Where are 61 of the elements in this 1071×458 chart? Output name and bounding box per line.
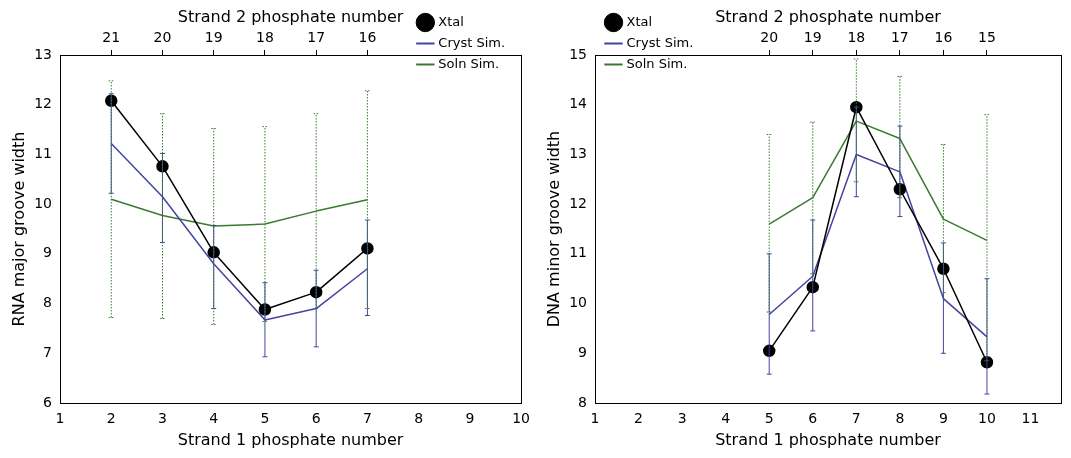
legend-label: Xtal: [626, 13, 653, 29]
y-tick-label: 10: [34, 194, 53, 211]
y-tick-label: 10: [569, 294, 588, 311]
x-tick-label: 6: [311, 410, 321, 427]
legend-label: Soln Sim.: [438, 55, 500, 71]
x2-tick-label: 16: [934, 29, 953, 46]
x-axis-title: Strand 1 phosphate number: [177, 429, 404, 449]
x2-tick-label: 20: [760, 29, 779, 46]
y-tick-label: 15: [569, 45, 588, 62]
x2-tick-label: 15: [978, 29, 996, 46]
legend-label: Cryst Sim.: [626, 34, 694, 50]
x-tick-label: 3: [677, 410, 687, 427]
x2-tick-label: 18: [847, 29, 866, 46]
y-tick-label: 13: [569, 145, 588, 162]
x-tick-label: 5: [260, 410, 270, 427]
y-tick-label: 7: [43, 343, 53, 360]
x-tick-label: 8: [895, 410, 905, 427]
legend-label: Soln Sim.: [626, 55, 688, 71]
x-tick-label: 2: [106, 410, 116, 427]
x-tick-label: 9: [465, 410, 475, 427]
x-tick-label: 2: [634, 410, 644, 427]
x2-axis-title: Strand 2 phosphate number: [715, 6, 942, 26]
x-tick-label: 11: [1021, 410, 1040, 427]
x2-tick-label: 19: [204, 29, 223, 46]
y-tick-label: 11: [569, 244, 588, 261]
y-tick-label: 9: [43, 244, 53, 261]
x-tick-label: 7: [851, 410, 861, 427]
y-axis-title: RNA major groove width: [8, 131, 28, 327]
x-tick-label: 4: [209, 410, 219, 427]
x2-tick-label: 20: [153, 29, 172, 46]
x-tick-label: 7: [362, 410, 372, 427]
x2-tick-label: 17: [307, 29, 326, 46]
x-tick-label: 10: [978, 410, 996, 427]
x-tick-label: 10: [512, 410, 531, 427]
y-tick-label: 12: [34, 95, 53, 112]
y-axis-title: DNA minor groove width: [543, 130, 563, 328]
legend-label: Cryst Sim.: [438, 34, 506, 50]
y-tick-label: 13: [34, 45, 53, 62]
x2-tick-label: 18: [256, 29, 274, 46]
x2-tick-label: 19: [803, 29, 822, 46]
y-tick-label: 8: [43, 294, 53, 311]
x-tick-label: 9: [938, 410, 948, 427]
x-tick-label: 5: [764, 410, 774, 427]
x-tick-label: 1: [55, 410, 65, 427]
x2-tick-label: 17: [890, 29, 909, 46]
x-tick-label: 6: [808, 410, 818, 427]
x-tick-label: 1: [590, 410, 600, 427]
y-tick-label: 11: [34, 145, 53, 162]
x2-tick-label: 21: [102, 29, 121, 46]
x-tick-label: 8: [414, 410, 424, 427]
x2-tick-label: 16: [358, 29, 377, 46]
x2-axis-title: Strand 2 phosphate number: [177, 6, 404, 26]
y-tick-label: 6: [43, 393, 53, 410]
y-tick-label: 12: [569, 194, 588, 211]
y-tick-label: 14: [569, 95, 588, 112]
y-tick-label: 8: [578, 393, 588, 410]
legend-label: Xtal: [438, 13, 464, 29]
x-tick-label: 3: [158, 410, 167, 427]
y-tick-label: 9: [578, 343, 588, 360]
x-tick-label: 4: [721, 410, 731, 427]
x-axis-title: Strand 1 phosphate number: [715, 429, 942, 449]
